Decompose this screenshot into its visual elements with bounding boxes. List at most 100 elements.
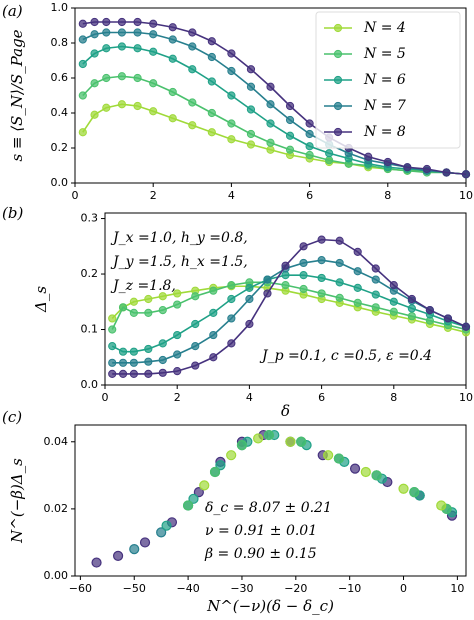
data-point [158,368,167,377]
data-point [409,487,420,498]
series-line [82,75,467,176]
data-point [149,19,158,28]
data-point [353,247,362,256]
data-point [299,284,308,294]
data-point [335,278,344,287]
x-tick-label: 8 [384,189,391,202]
data-point [90,30,99,39]
data-point [188,42,197,51]
data-point [102,17,111,27]
data-point [285,115,295,125]
data-point [161,520,172,531]
data-point [389,281,398,290]
data-point [253,433,264,444]
legend-label: N = 4 [363,20,406,36]
y-tick-label: 0.4 [51,106,69,119]
data-point [266,82,275,91]
data-point [78,35,87,44]
data-point [245,283,254,293]
data-point [129,297,138,306]
x-tick-label: 4 [228,189,235,202]
data-point [117,72,127,81]
x-tick-label: −40 [176,582,199,595]
y-tick-label: 1.0 [51,1,69,14]
y-tick-label: 0.0 [51,176,69,189]
data-point [245,319,254,329]
data-point [299,242,308,251]
data-point [335,293,344,302]
data-point [117,100,127,109]
x-tick-label: 2 [174,391,181,404]
data-point [246,129,256,139]
annotation: J_x =1.0, h_y =0.8, [110,230,248,246]
data-point [129,544,140,555]
annotation: ν = 0.91 ± 0.01 [205,523,317,539]
data-point [461,170,471,179]
data-point [133,73,142,83]
data-point [129,369,138,379]
panel-label: (a) [2,2,23,20]
data-point [299,271,308,280]
y-tick-label: 0.6 [51,71,69,84]
data-point [207,77,216,86]
data-point [266,145,275,154]
data-point [129,308,138,317]
y-tick-label: 0.00 [44,569,69,582]
legend-label: N = 8 [363,124,406,140]
legend-label: N = 6 [363,72,406,88]
data-point [173,289,182,298]
data-point [209,308,218,317]
data-point [317,235,326,244]
data-point [207,37,216,46]
data-point [266,119,275,128]
data-point [407,294,416,304]
data-point [281,271,290,280]
data-point [317,289,326,298]
data-point [209,330,218,340]
data-point [133,101,142,111]
x-tick-label: 6 [318,391,325,404]
data-point [173,350,182,359]
legend-label: N = 5 [363,46,406,62]
annotation: J_p =0.1, c =0.5, ε =0.4 [259,348,432,364]
annotation: δ_c = 8.07 ± 0.21 [205,500,332,516]
plot-frame [104,212,467,386]
series-line [112,238,467,375]
data-point [133,44,142,53]
x-tick-label: −60 [69,582,92,595]
data-point [403,163,412,172]
x-tick-label: 4 [246,391,253,404]
data-point [149,30,158,39]
x-tick-label: 10 [459,391,473,404]
panel-label: (c) [2,408,22,426]
data-point [108,358,117,367]
annotation: J_z =1.8, [110,278,176,294]
data-point [173,367,182,376]
x-tick-label: 6 [306,189,313,202]
x-tick-label: 0 [102,391,109,404]
y-tick-label: 0.8 [51,36,69,49]
data-point [371,264,380,273]
data-point [227,119,236,128]
data-point [364,152,373,161]
data-point [168,23,177,32]
data-point [78,19,87,28]
y-tick-label: 0.3 [81,212,99,225]
data-point [333,453,344,464]
y-axis-label: N^(−β)Δ_s [8,458,26,544]
plot-frame [74,7,467,184]
data-point [227,294,236,304]
data-point [371,275,380,284]
data-point [191,319,200,329]
data-point [285,101,295,111]
x-tick-label: 10 [459,189,473,202]
data-point [398,483,409,494]
data-point [209,286,218,295]
data-point [149,47,158,56]
data-point [90,49,99,58]
data-point [173,330,182,340]
data-point [207,108,216,118]
data-point [317,273,326,283]
plot-frame [74,424,467,577]
data-point [117,17,127,27]
